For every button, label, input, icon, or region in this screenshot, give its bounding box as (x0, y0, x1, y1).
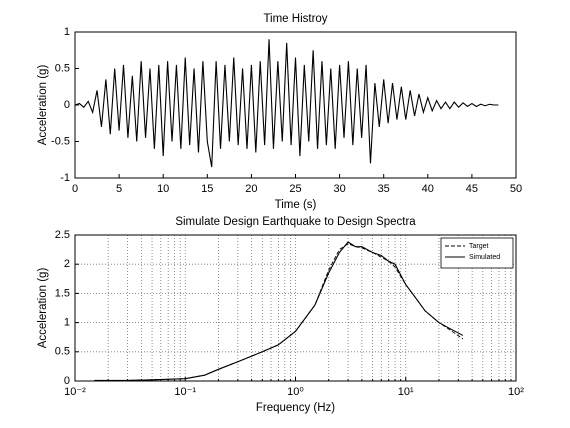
x-tick-label: 10¹ (398, 386, 414, 398)
y-tick-label: 2 (64, 258, 70, 270)
x-tick-label: 40 (422, 183, 434, 195)
series-line (94, 241, 464, 381)
x-axis-label: Time (s) (275, 199, 317, 211)
x-tick-label: 20 (245, 183, 257, 195)
plot-area (75, 32, 516, 178)
x-tick-label: 10⁻² (64, 386, 86, 398)
x-tick-label: 0 (72, 183, 78, 195)
x-tick-label: 25 (289, 183, 301, 195)
x-tick-label: 10⁻¹ (174, 386, 196, 398)
x-tick-label: 50 (510, 183, 522, 195)
signal-line (74, 39, 499, 168)
y-tick-label: 0 (64, 99, 70, 111)
y-tick-label: 0.5 (55, 62, 70, 74)
x-tick-label: 5 (116, 183, 122, 195)
legend-label: Simulated (469, 254, 500, 261)
y-axis-label: Acceleration (g) (37, 268, 49, 349)
y-tick-label: -0.5 (51, 135, 70, 147)
x-tick-label: 45 (466, 183, 478, 195)
x-tick-label: 35 (378, 183, 390, 195)
y-tick-label: 0.5 (55, 346, 70, 358)
y-tick-label: 1.5 (55, 287, 70, 299)
x-axis-label: Frequency (Hz) (256, 402, 335, 414)
x-tick-label: 15 (201, 183, 213, 195)
y-tick-label: 1 (64, 317, 70, 329)
chart-title: Time Histroy (263, 13, 327, 25)
y-axis-label: Acceleration (g) (37, 65, 49, 146)
legend-label: Target (469, 243, 489, 250)
legend-box (440, 237, 514, 269)
y-tick-label: 1 (64, 26, 70, 38)
y-tick-label: 2.5 (55, 229, 70, 241)
x-tick-label: 10 (157, 183, 169, 195)
axes-box (74, 234, 517, 382)
x-tick-label: 10⁰ (287, 386, 304, 398)
chart-title: Simulate Design Earthquake to Design Spe… (175, 216, 416, 228)
x-tick-label: 30 (333, 183, 345, 195)
x-tick-label: 10² (508, 386, 524, 398)
y-tick-label: 0 (64, 375, 70, 387)
y-tick-label: -1 (60, 172, 70, 184)
